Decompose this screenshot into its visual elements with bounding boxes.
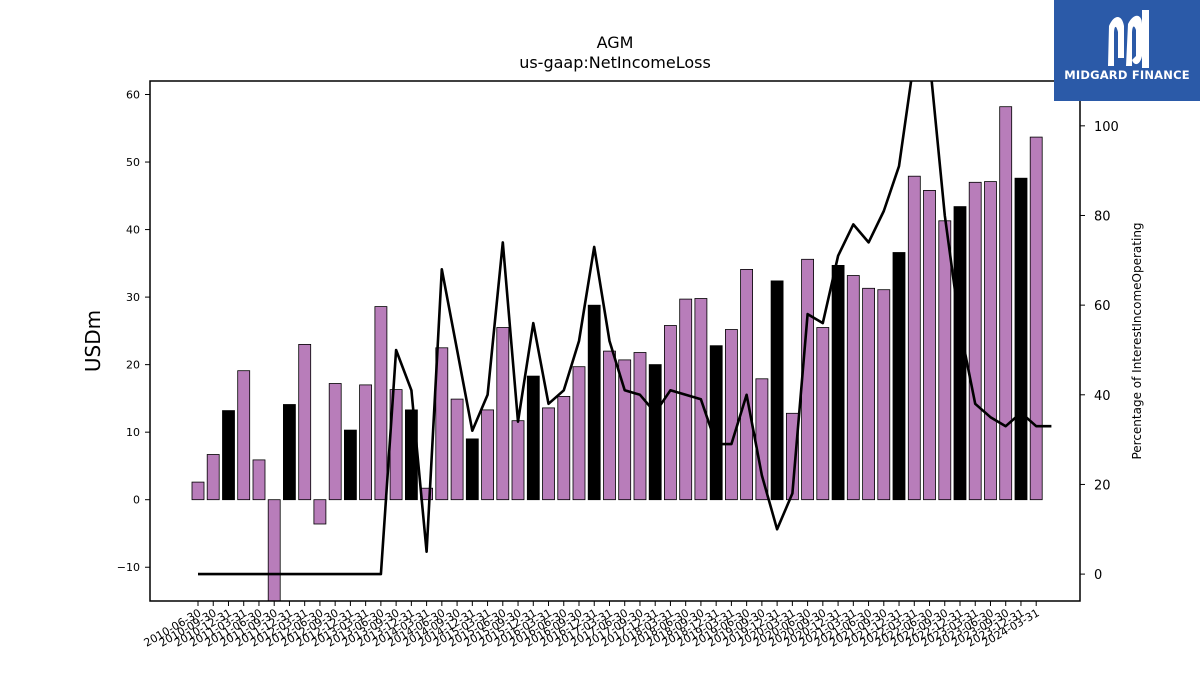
- bar: [679, 298, 693, 501]
- y2-tick-label: 80: [1094, 209, 1111, 224]
- bar: [968, 181, 982, 501]
- bar: [587, 304, 601, 501]
- y2-tick-label: 20: [1094, 478, 1111, 493]
- bar: [618, 359, 632, 501]
- bar: [725, 329, 738, 501]
- y-axis-left: −10 0 10 20 30 40 50 60: [117, 89, 150, 574]
- bar: [862, 287, 875, 501]
- bar: [816, 327, 830, 501]
- bar: [542, 407, 555, 501]
- bar: [923, 189, 936, 501]
- bar: [709, 345, 723, 501]
- bar: [877, 289, 891, 501]
- bar: [740, 268, 753, 501]
- bar: [313, 499, 327, 525]
- bar: [907, 175, 921, 501]
- y-axis-right: 0 20 40 60 80 100: [1080, 120, 1119, 583]
- y-tick-label: 50: [126, 156, 140, 169]
- y2-tick-label: 40: [1094, 389, 1111, 404]
- y2-tick-label: 100: [1094, 120, 1119, 135]
- bar: [1029, 136, 1043, 501]
- y2-tick-label: 0: [1094, 568, 1102, 583]
- bar: [664, 325, 677, 501]
- bar: [526, 375, 540, 501]
- y-axis-label: USDm: [81, 310, 105, 372]
- bar: [892, 252, 906, 501]
- bar: [770, 280, 784, 501]
- y-tick-label: 30: [126, 291, 140, 304]
- bar: [831, 264, 845, 501]
- x-axis: 2010-06-302010-09-302010-12-312011-03-31…: [142, 601, 1042, 650]
- bar: [481, 409, 495, 501]
- logo-text: MIDGARD FINANCE: [1064, 68, 1190, 82]
- plot-frame: [149, 80, 1081, 602]
- y-tick-label: 20: [126, 359, 140, 372]
- bar: [801, 258, 814, 501]
- bar: [252, 459, 266, 501]
- bar: [755, 378, 769, 501]
- y2-tick-label: 60: [1094, 299, 1111, 314]
- bar: [267, 499, 281, 602]
- y-tick-label: 40: [126, 224, 140, 237]
- y-tick-label: 60: [126, 89, 140, 102]
- bar: [496, 327, 510, 501]
- line-series: [198, 81, 1052, 576]
- bar: [191, 481, 205, 501]
- bar: [633, 352, 647, 501]
- midgard-m-logo-icon: [1108, 10, 1149, 68]
- y2-axis-label: Percentage of InterestIncomeOperating: [1130, 222, 1144, 459]
- bar: [374, 306, 388, 501]
- bar: [846, 275, 860, 501]
- bar: [450, 398, 464, 501]
- brand-logo: MIDGARD FINANCE: [1054, 0, 1200, 101]
- chart-title: AGM: [597, 33, 634, 52]
- bar: [938, 220, 952, 501]
- bar: [222, 410, 235, 501]
- bar: [603, 350, 616, 501]
- y-tick-label: 10: [126, 426, 140, 439]
- bar: [435, 347, 449, 501]
- bar: [328, 383, 342, 501]
- bar: [343, 429, 357, 501]
- bar: [572, 366, 586, 501]
- bar: [511, 420, 525, 501]
- bar: [1014, 177, 1028, 501]
- bar: [999, 106, 1013, 501]
- bar: [298, 343, 312, 501]
- y-tick-label: 0: [133, 494, 140, 507]
- line-path: [198, 81, 1052, 576]
- bar: [237, 370, 251, 501]
- bar: [359, 384, 373, 501]
- bar: [206, 454, 220, 501]
- bar: [465, 438, 479, 501]
- bar: [282, 404, 296, 501]
- y-tick-label: −10: [117, 561, 140, 574]
- chart-subtitle: us-gaap:NetIncomeLoss: [519, 53, 711, 72]
- bar: [984, 181, 997, 501]
- bar: [557, 395, 571, 501]
- bar: [786, 412, 799, 501]
- bar: [648, 364, 662, 501]
- bar-series: [191, 106, 1043, 602]
